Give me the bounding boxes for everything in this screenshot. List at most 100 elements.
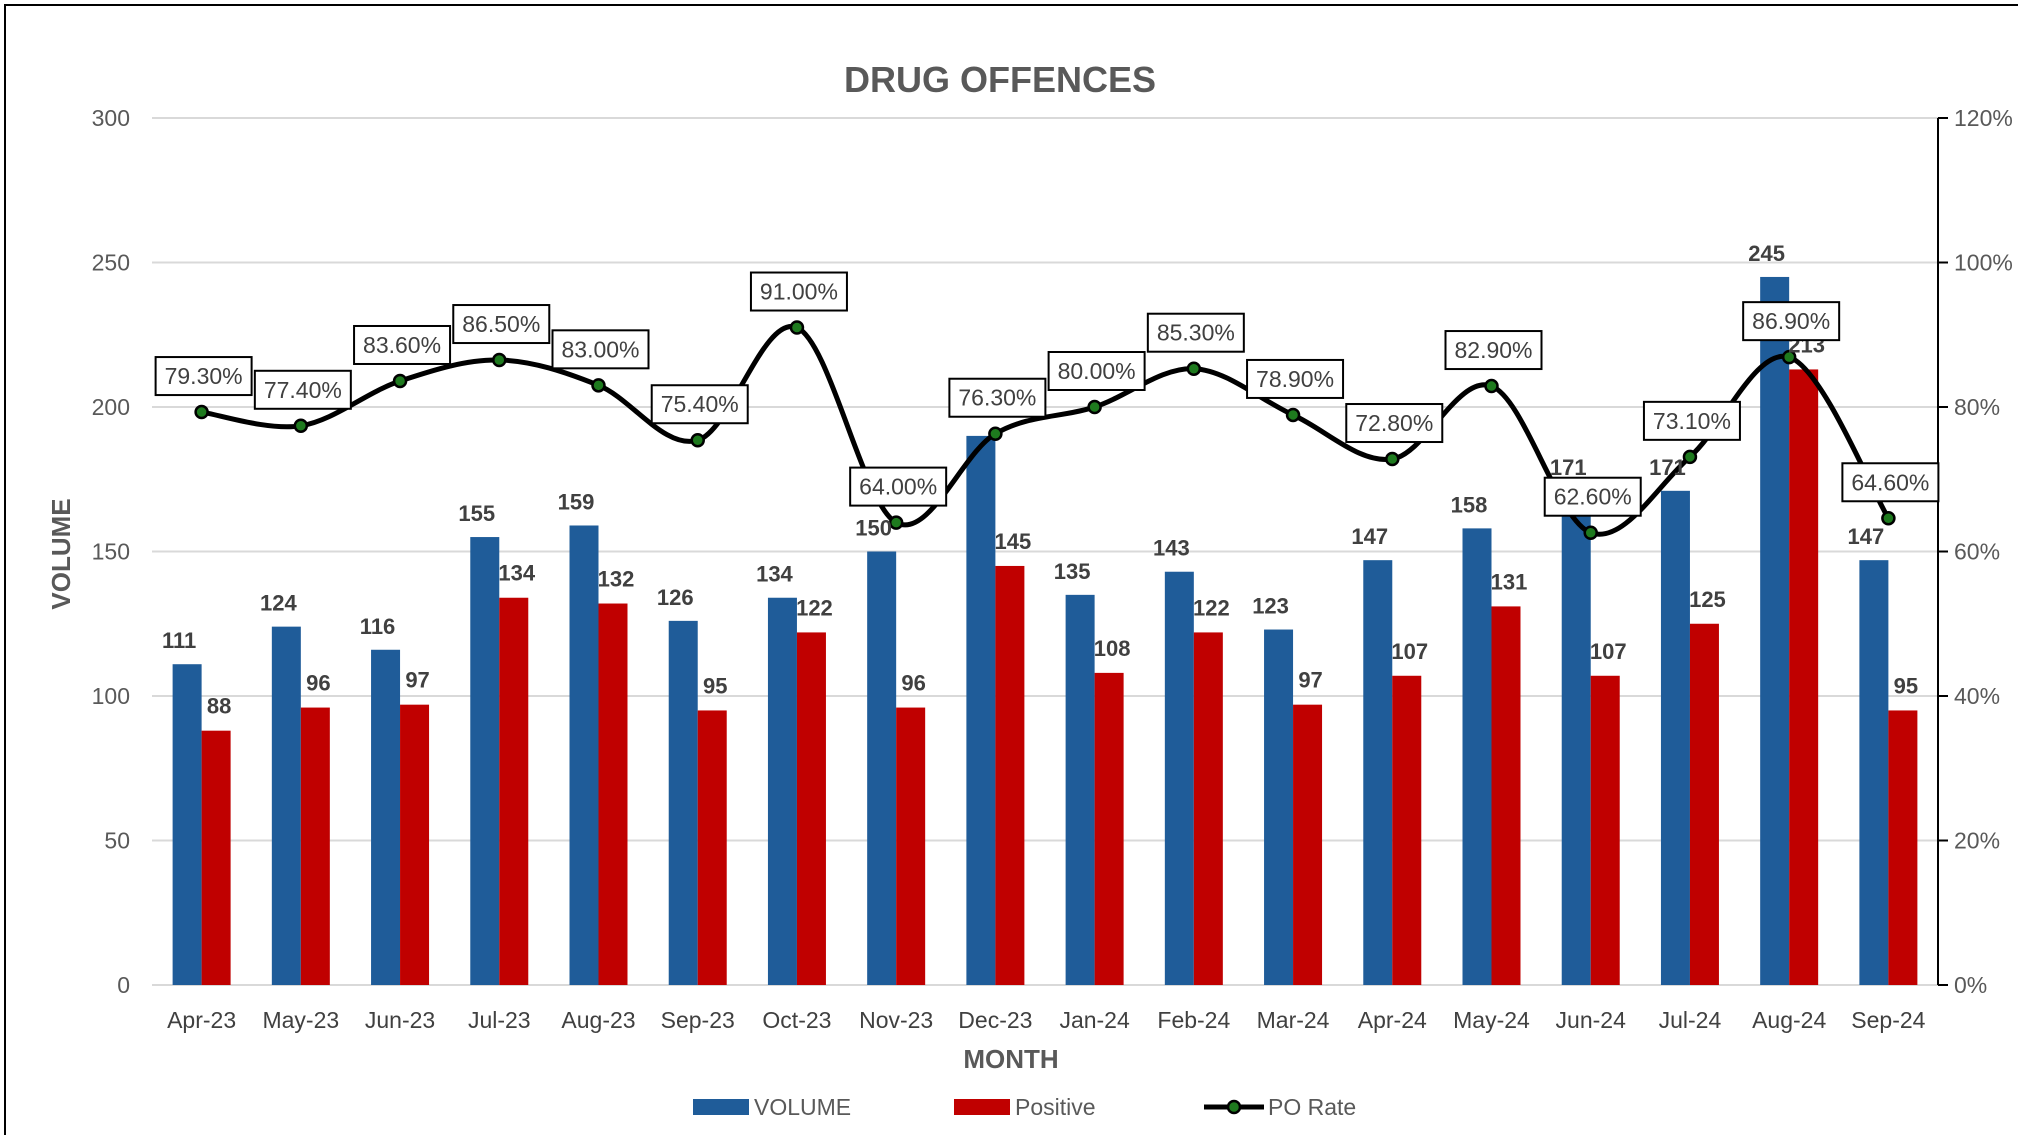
y-tick-label: 300 [92,105,130,131]
po-rate-data-label: 75.40% [661,391,739,417]
x-tick-label: Apr-23 [167,1007,236,1033]
bar-volume [668,620,698,985]
legend-label-volume: VOLUME [754,1094,851,1120]
y2-tick-label: 80% [1954,394,2000,420]
bar-volume [867,551,897,985]
positive-data-label: 132 [598,567,635,592]
po-rate-data-label: 64.00% [859,474,937,500]
bar-positive [1689,623,1719,985]
legend-marker-po-rate [1226,1099,1242,1115]
volume-data-label: 135 [1054,559,1091,584]
po-rate-marker [1186,361,1202,376]
po-rate-data-label: 64.60% [1851,469,1929,495]
y2-tick-label: 40% [1954,683,2000,709]
bar-positive [1293,704,1323,985]
po-rate-label-box [1246,358,1345,399]
bar-volume [470,537,500,985]
po-rate-data-label: 80.00% [1058,358,1136,384]
bar-positive [598,603,628,985]
positive-data-label: 131 [1491,569,1528,594]
po-rate-label-box [353,324,452,365]
bar-positive [1590,675,1620,985]
axes: 0 50 100 150 200 250 300 0% 20% 40% 60% 80% 100% 120%… [92,105,2013,1033]
x-tick-label: Mar-24 [1257,1007,1330,1033]
bar-positive [201,730,231,985]
po-rate-data-label: 77.40% [264,377,342,403]
legend-label-positive: Positive [1015,1094,1096,1120]
chart-title: DRUG OFFENCES [844,59,1156,100]
bar-positive [896,707,926,985]
x-tick-label: May-23 [262,1007,339,1033]
po-rate-marker [591,378,606,393]
y2-tick-label: 20% [1954,828,2000,854]
data-labels: 1118812496116971551341591321269513412215… [154,241,1940,719]
po-rate-label-box [849,466,948,507]
bar-positive [1392,675,1422,985]
volume-data-label: 143 [1153,536,1190,561]
bar-positive [1888,710,1918,985]
bar-positive [995,565,1025,985]
x-tick-label: Feb-24 [1157,1007,1230,1033]
volume-data-label: 147 [1848,524,1885,549]
bar-positive [796,632,826,985]
po-rate-data-label: 86.90% [1752,308,1830,334]
po-rate-marker [888,515,904,530]
po-rate-data-label: 86.50% [462,311,540,337]
po-rate-marker [492,352,507,368]
bar-positive [300,707,330,985]
positive-data-label: 96 [306,671,330,696]
x-tick-label: Sep-23 [661,1007,735,1033]
bar-volume [172,664,202,985]
po-rate-label-box [1146,312,1245,353]
bar-volume [1859,560,1889,985]
x-tick-label: Apr-24 [1358,1007,1427,1033]
y-tick-label: 200 [92,394,130,420]
bar-positive [697,710,727,985]
x-tick-label: May-24 [1453,1007,1530,1033]
po-rate-data-label: 79.30% [165,363,243,389]
po-rate-data-label: 82.90% [1454,337,1532,363]
y2-tick-label: 0% [1954,972,1987,998]
bar-volume [1760,276,1790,985]
volume-data-label: 116 [360,614,396,639]
positive-data-label: 122 [1193,595,1230,620]
po-rate-line [194,320,1896,540]
po-rate-label-box [1742,301,1841,342]
legend-swatch-positive [954,1099,1010,1115]
bar-volume [1164,571,1194,985]
legend: VOLUME Positive PO Rate [693,1094,1356,1120]
positive-data-label: 107 [1391,639,1428,664]
volume-data-label: 147 [1351,524,1388,549]
x-tick-label: Jul-23 [468,1007,531,1033]
po-rate-data-label: 62.60% [1554,484,1632,510]
po-rate-marker [988,426,1003,441]
po-rate-label-box [749,271,848,312]
volume-data-label: 159 [558,489,595,514]
po-rate-marker [1881,511,1896,526]
bar-volume [1660,490,1690,985]
positive-data-label: 134 [498,561,535,586]
x-tick-label: Jun-24 [1556,1007,1627,1033]
x-tick-label: Aug-23 [561,1007,635,1033]
po-rate-curve [201,324,1891,537]
y2-tick-label: 60% [1954,539,2000,565]
positive-data-label: 97 [405,668,429,693]
po-rate-data-label: 73.10% [1653,408,1731,434]
positive-data-label: 107 [1590,639,1627,664]
positive-data-label: 145 [995,529,1032,554]
po-rate-label-box [1841,462,1940,503]
volume-data-label: 134 [756,562,793,587]
bar-volume [1065,594,1095,985]
volume-data-label: 111 [162,628,196,653]
y-tick-label: 250 [92,250,130,276]
x-tick-label: Oct-23 [762,1007,831,1033]
po-rate-marker [1583,525,1598,540]
po-rate-label-box [1642,400,1741,441]
chart-frame [4,4,2018,1135]
bar-volume [1561,490,1591,985]
x-tick-label: Jul-24 [1659,1007,1722,1033]
bar-positive [499,597,529,985]
legend-label-po-rate: PO Rate [1268,1094,1356,1120]
bar-positive [400,704,430,985]
